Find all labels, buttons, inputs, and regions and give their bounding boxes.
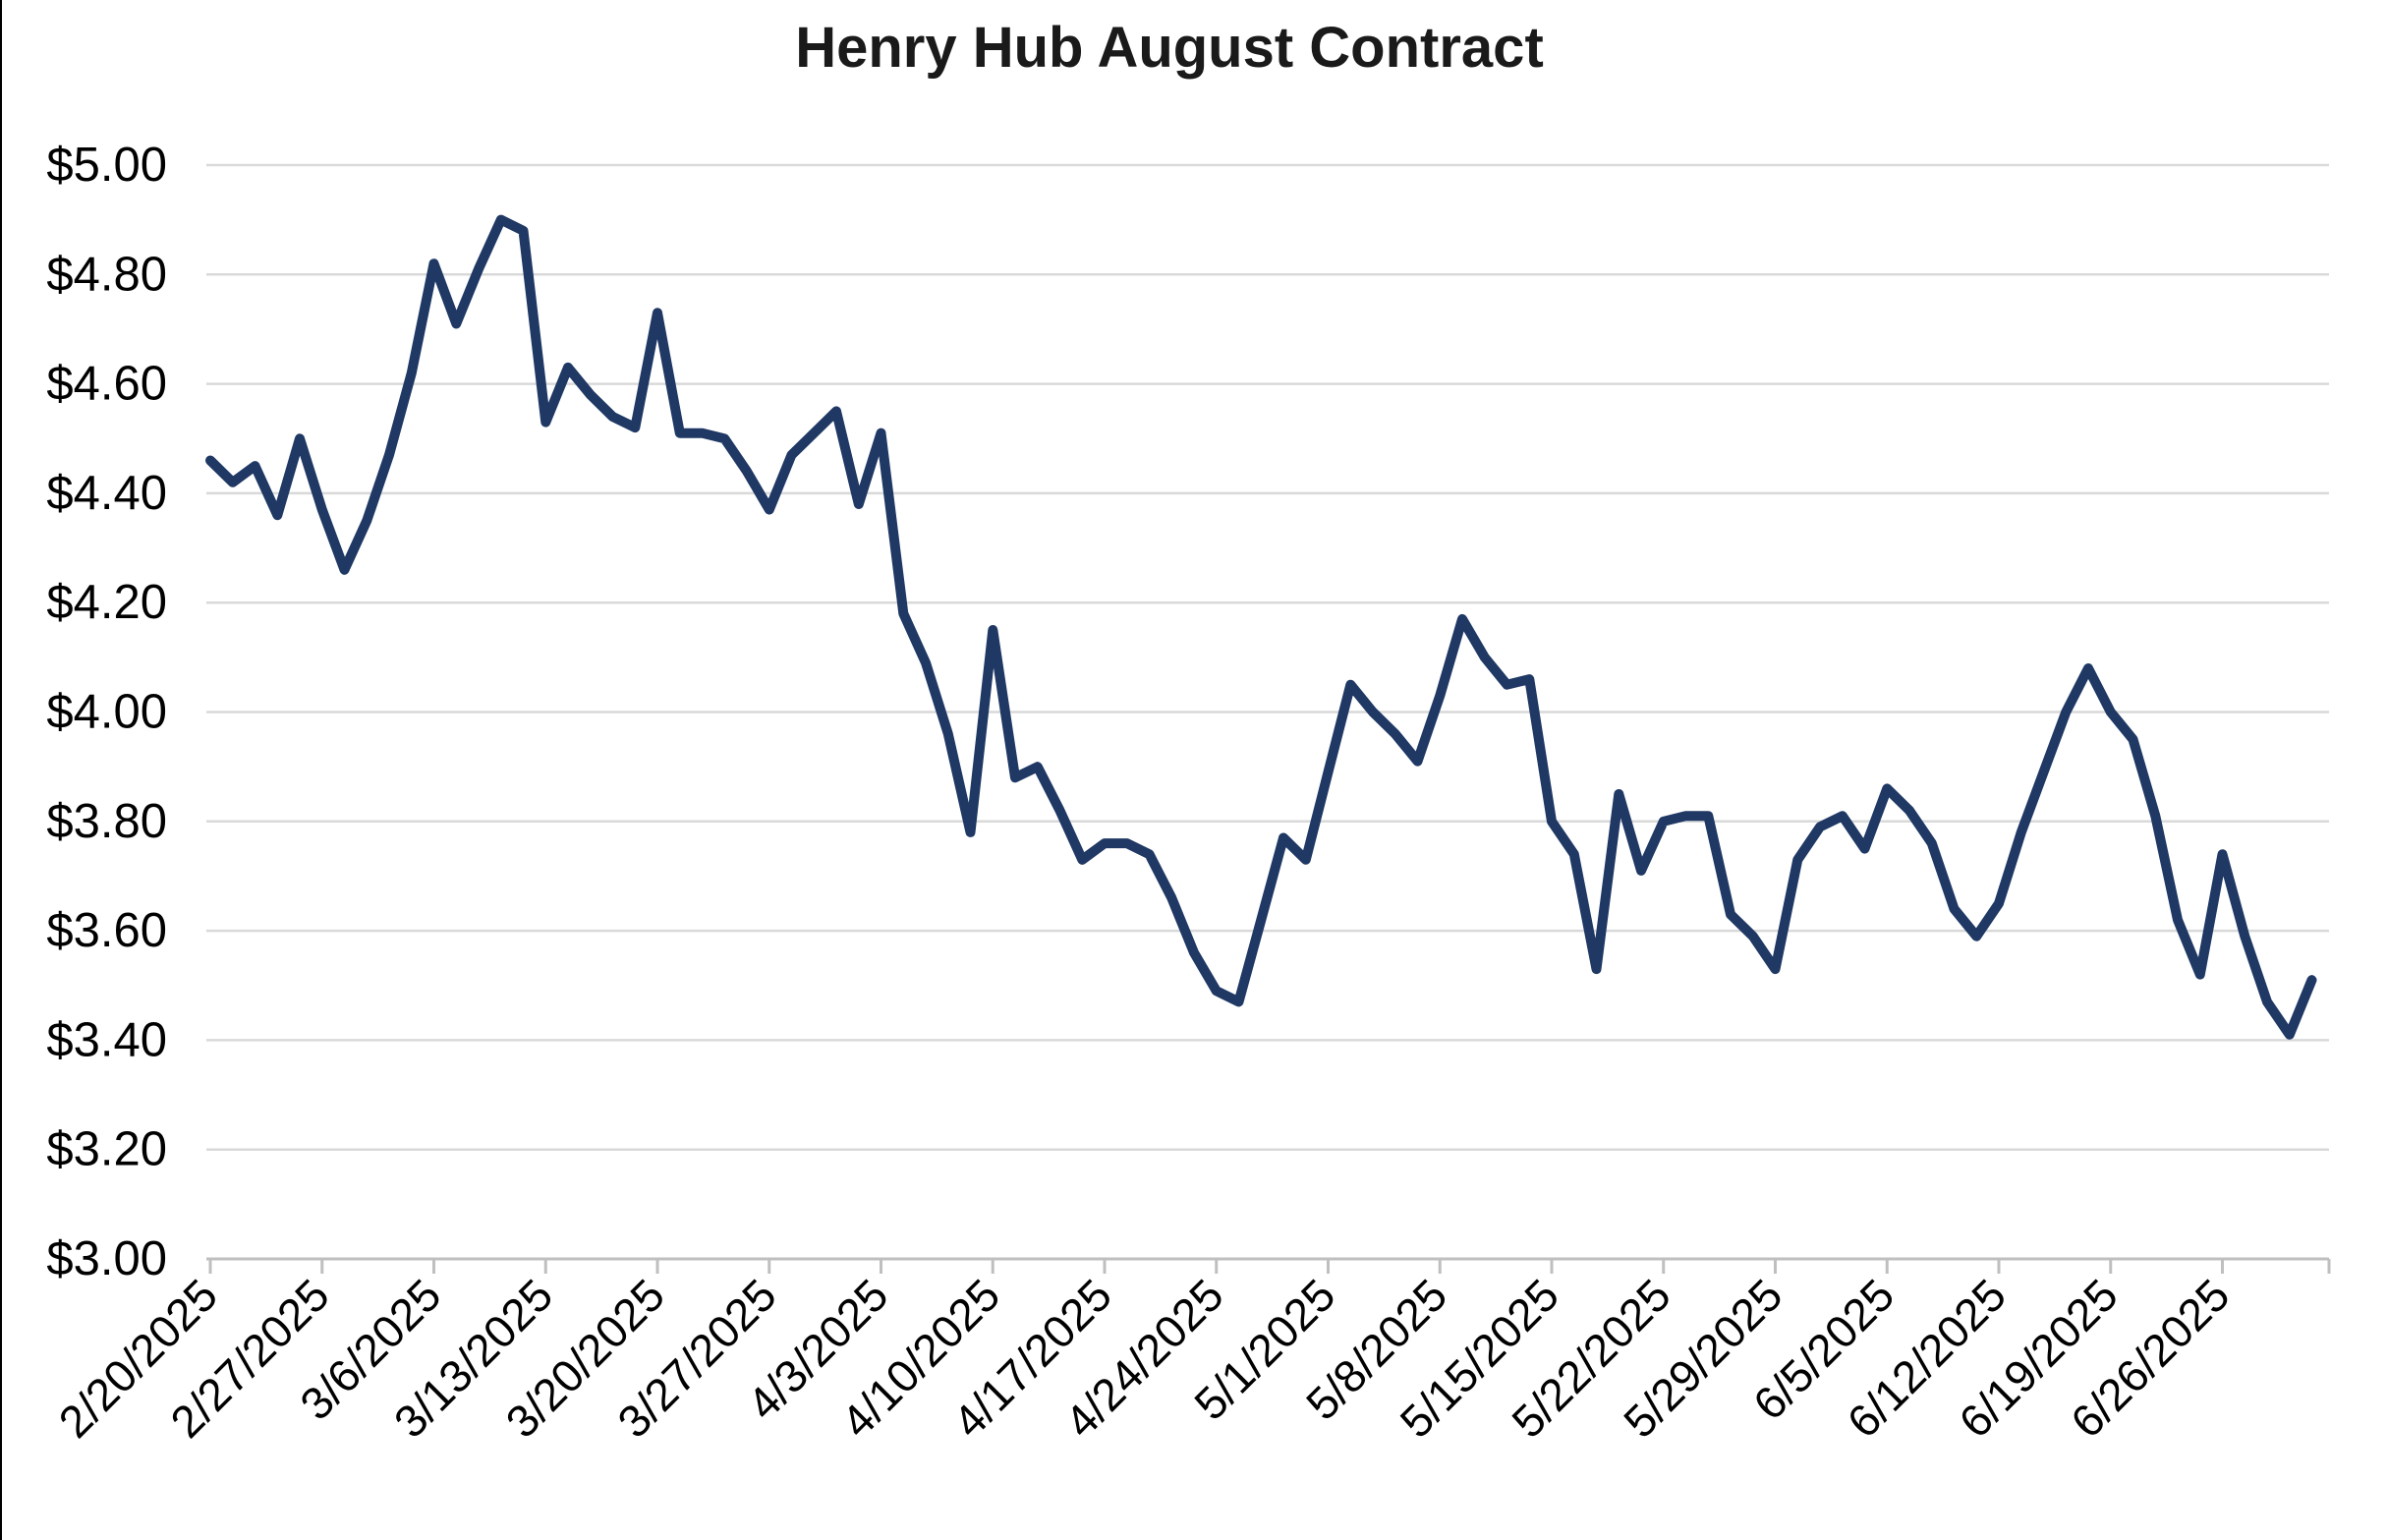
y-axis-label: $3.20 (46, 1123, 167, 1176)
y-axis-labels-group: $5.00 $4.80 $4.60 $4.40 $4.20 $4.00 $3.80 $3.60… (46, 139, 167, 1285)
y-axis-label: $3.80 (46, 795, 167, 848)
y-axis-label: $4.40 (46, 467, 167, 520)
series-group (205, 214, 2317, 1040)
x-axis-group: 2/20/20252/27/20253/6/20253/13/20253/20/… (49, 1259, 2331, 1448)
y-axis-label: $5.00 (46, 139, 167, 192)
window-left-border (0, 0, 2, 1540)
gridlines-group (206, 163, 2329, 1261)
y-axis-label: $4.00 (46, 686, 167, 739)
y-axis-label: $3.40 (46, 1013, 167, 1066)
chart-title: Henry Hub August Contract (795, 16, 1544, 80)
y-axis-label: $4.80 (46, 248, 167, 301)
y-axis-label: $3.60 (46, 904, 167, 957)
y-axis-label: $4.20 (46, 576, 167, 629)
y-axis-label: $3.00 (46, 1232, 167, 1285)
y-axis-label: $4.60 (46, 358, 167, 411)
price-line (205, 214, 2317, 1040)
